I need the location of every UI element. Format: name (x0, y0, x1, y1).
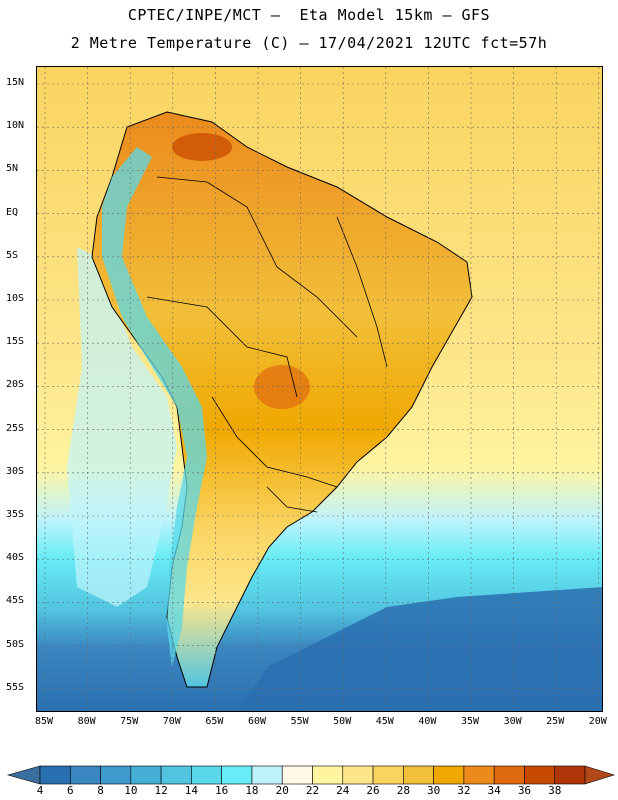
colorbar-tick-label: 4 (36, 784, 44, 797)
lon-label: 40W (418, 716, 437, 727)
lat-label: 10S (6, 293, 25, 304)
colorbar-swatch (312, 765, 344, 785)
lon-label: 75W (120, 716, 139, 727)
colorbar-swatch (493, 765, 525, 785)
colorbar-swatch (342, 765, 374, 785)
lon-label: 60W (247, 716, 267, 727)
colorbar-swatch (39, 765, 71, 785)
lat-label: EQ (6, 206, 19, 218)
lon-label: 65W (205, 716, 224, 727)
colorbar-tick-label: 30 (426, 784, 441, 797)
lon-label: 25W (546, 716, 565, 727)
colorbar-swatch (554, 765, 586, 785)
colorbar-tick-label: 24 (336, 784, 350, 797)
colorbar-swatch (130, 765, 162, 785)
lon-label: 85W (34, 716, 54, 727)
lon-label: 50W (333, 716, 352, 727)
colorbar-tick-label: 28 (396, 784, 410, 797)
map-frame (36, 66, 603, 712)
lon-label: 30W (503, 716, 522, 727)
title-line-1: CPTEC/INPE/MCT – Eta Model 15km – GFS (127, 6, 491, 24)
colorbar-swatch (160, 765, 192, 785)
lat-label: 5S (6, 249, 19, 261)
lat-label: 20S (6, 379, 25, 391)
colorbar-tick-label: 36 (517, 784, 532, 797)
lat-label: 15N (6, 77, 25, 88)
lon-label: 80W (77, 716, 96, 727)
colorbar-swatch (251, 765, 283, 785)
lat-label: 45S (6, 595, 25, 607)
lon-label: 55W (290, 716, 309, 727)
colorbar-tick-label: 34 (487, 784, 501, 797)
lat-label: 5N (6, 163, 19, 175)
colorbar-swatch (403, 765, 434, 785)
colorbar-tick-label: 26 (366, 784, 380, 797)
lat-label: 35S (6, 509, 25, 520)
lon-label: 45W (375, 716, 394, 727)
colorbar-tick-label: 8 (97, 784, 104, 797)
lat-label: 10N (6, 120, 25, 132)
lat-label: 55S (6, 681, 25, 693)
colorbar-high-arrow (584, 765, 616, 785)
colorbar-tick-label: 20 (275, 784, 289, 797)
colorbar-swatch (69, 765, 101, 785)
colorbar-swatch (191, 765, 222, 785)
country-borders (146, 176, 388, 513)
lat-label: 50S (6, 638, 25, 650)
colorbar-swatch (100, 765, 132, 785)
colorbar-low-arrow (6, 765, 41, 785)
hot-spot-venezuela (172, 133, 232, 161)
colorbar-tick-label: 12 (154, 784, 168, 797)
colorbar-swatch (433, 765, 465, 785)
pacific-cool-strip (67, 247, 177, 607)
colorbar-swatch (463, 765, 495, 785)
lon-label: 20W (588, 716, 607, 727)
colorbar-swatch (372, 765, 404, 785)
hot-spot-paraguay (254, 365, 310, 409)
lat-label: 15S (6, 336, 25, 348)
colorbar-tick-label: 14 (184, 784, 198, 797)
colorbar-swatch (281, 765, 313, 785)
lat-label: 25S (6, 422, 25, 434)
lat-label: 30S (6, 465, 25, 477)
lat-label: 40S (6, 552, 25, 564)
colorbar-swatch (524, 765, 556, 785)
lon-label: 70W (162, 716, 181, 727)
colorbar (6, 765, 616, 785)
colorbar-tick-label: 32 (457, 784, 471, 797)
colorbar-tick-label: 10 (124, 784, 138, 797)
colorbar-tick-label: 16 (215, 784, 229, 797)
colorbar-tick-label: 6 (66, 784, 74, 797)
andes-cool-band (102, 147, 207, 667)
colorbar-tick-label: 18 (245, 784, 259, 797)
colorbar-tick-label: 38 (548, 784, 562, 797)
south-atlantic-cold (238, 587, 602, 711)
colorbar-swatch (221, 765, 253, 785)
colorbar-tick-label: 22 (305, 784, 320, 797)
temperature-map (37, 67, 602, 711)
lon-label: 35W (460, 716, 480, 727)
title-line-2: 2 Metre Temperature (C) – 17/04/2021 12U… (70, 34, 548, 52)
